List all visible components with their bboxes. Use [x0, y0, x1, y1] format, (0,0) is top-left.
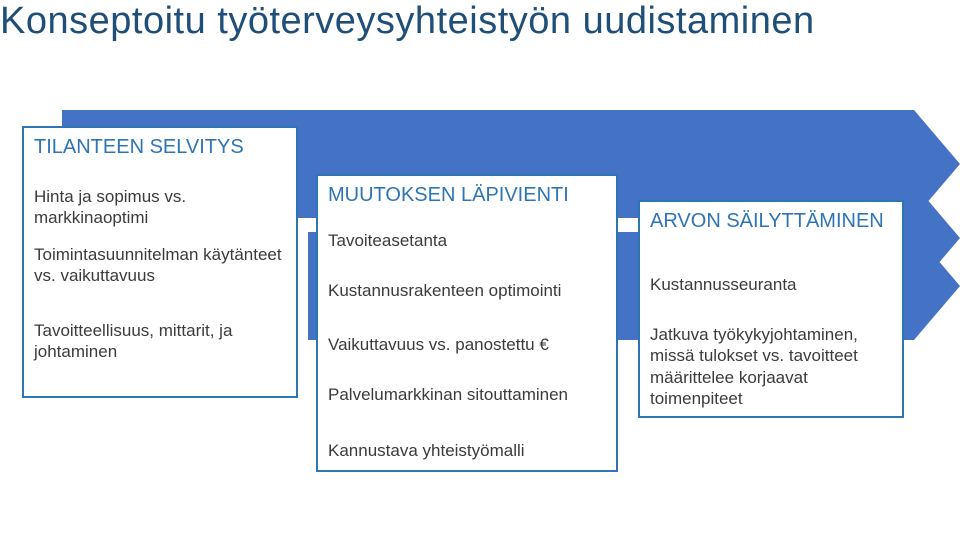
- card2-line-1: Tavoiteasetanta: [328, 230, 606, 251]
- card1-line-3: Tavoitteellisuus, mittarit, ja johtamine…: [34, 320, 286, 363]
- card3: ARVON SÄILYTTÄMINEN Kustannusseuranta Jatk…: [638, 200, 904, 418]
- card1-header: TILANTEEN SELVITYS: [34, 136, 286, 159]
- card2-line-4: Palvelumarkkinan sitouttaminen: [328, 384, 606, 405]
- card2-line-2: Kustannusrakenteen optimointi: [328, 280, 606, 301]
- page-title: Konseptoitu työterveysyhteistyön uudista…: [0, 0, 815, 43]
- card3-line-2: Jatkuva työkykyjohtaminen, missä tulokse…: [650, 324, 892, 409]
- card2: MUUTOKSEN LÄPIVIENTI Tavoiteasetanta Kusta…: [316, 174, 618, 472]
- card3-header: ARVON SÄILYTTÄMINEN: [650, 210, 892, 233]
- card1-line-2: Toimintasuunnitelman käytänteet vs. vaik…: [34, 244, 286, 287]
- card2-line-3: Vaikuttavuus vs. panostettu €: [328, 334, 606, 355]
- card3-line-1: Kustannusseuranta: [650, 274, 892, 295]
- card2-header: MUUTOKSEN LÄPIVIENTI: [328, 184, 606, 207]
- card1-line-1: Hinta ja sopimus vs. markkinaoptimi: [34, 186, 286, 229]
- card2-line-5: Kannustava yhteistyömalli: [328, 440, 606, 461]
- card1: TILANTEEN SELVITYS Hinta ja sopimus vs. m…: [22, 126, 298, 398]
